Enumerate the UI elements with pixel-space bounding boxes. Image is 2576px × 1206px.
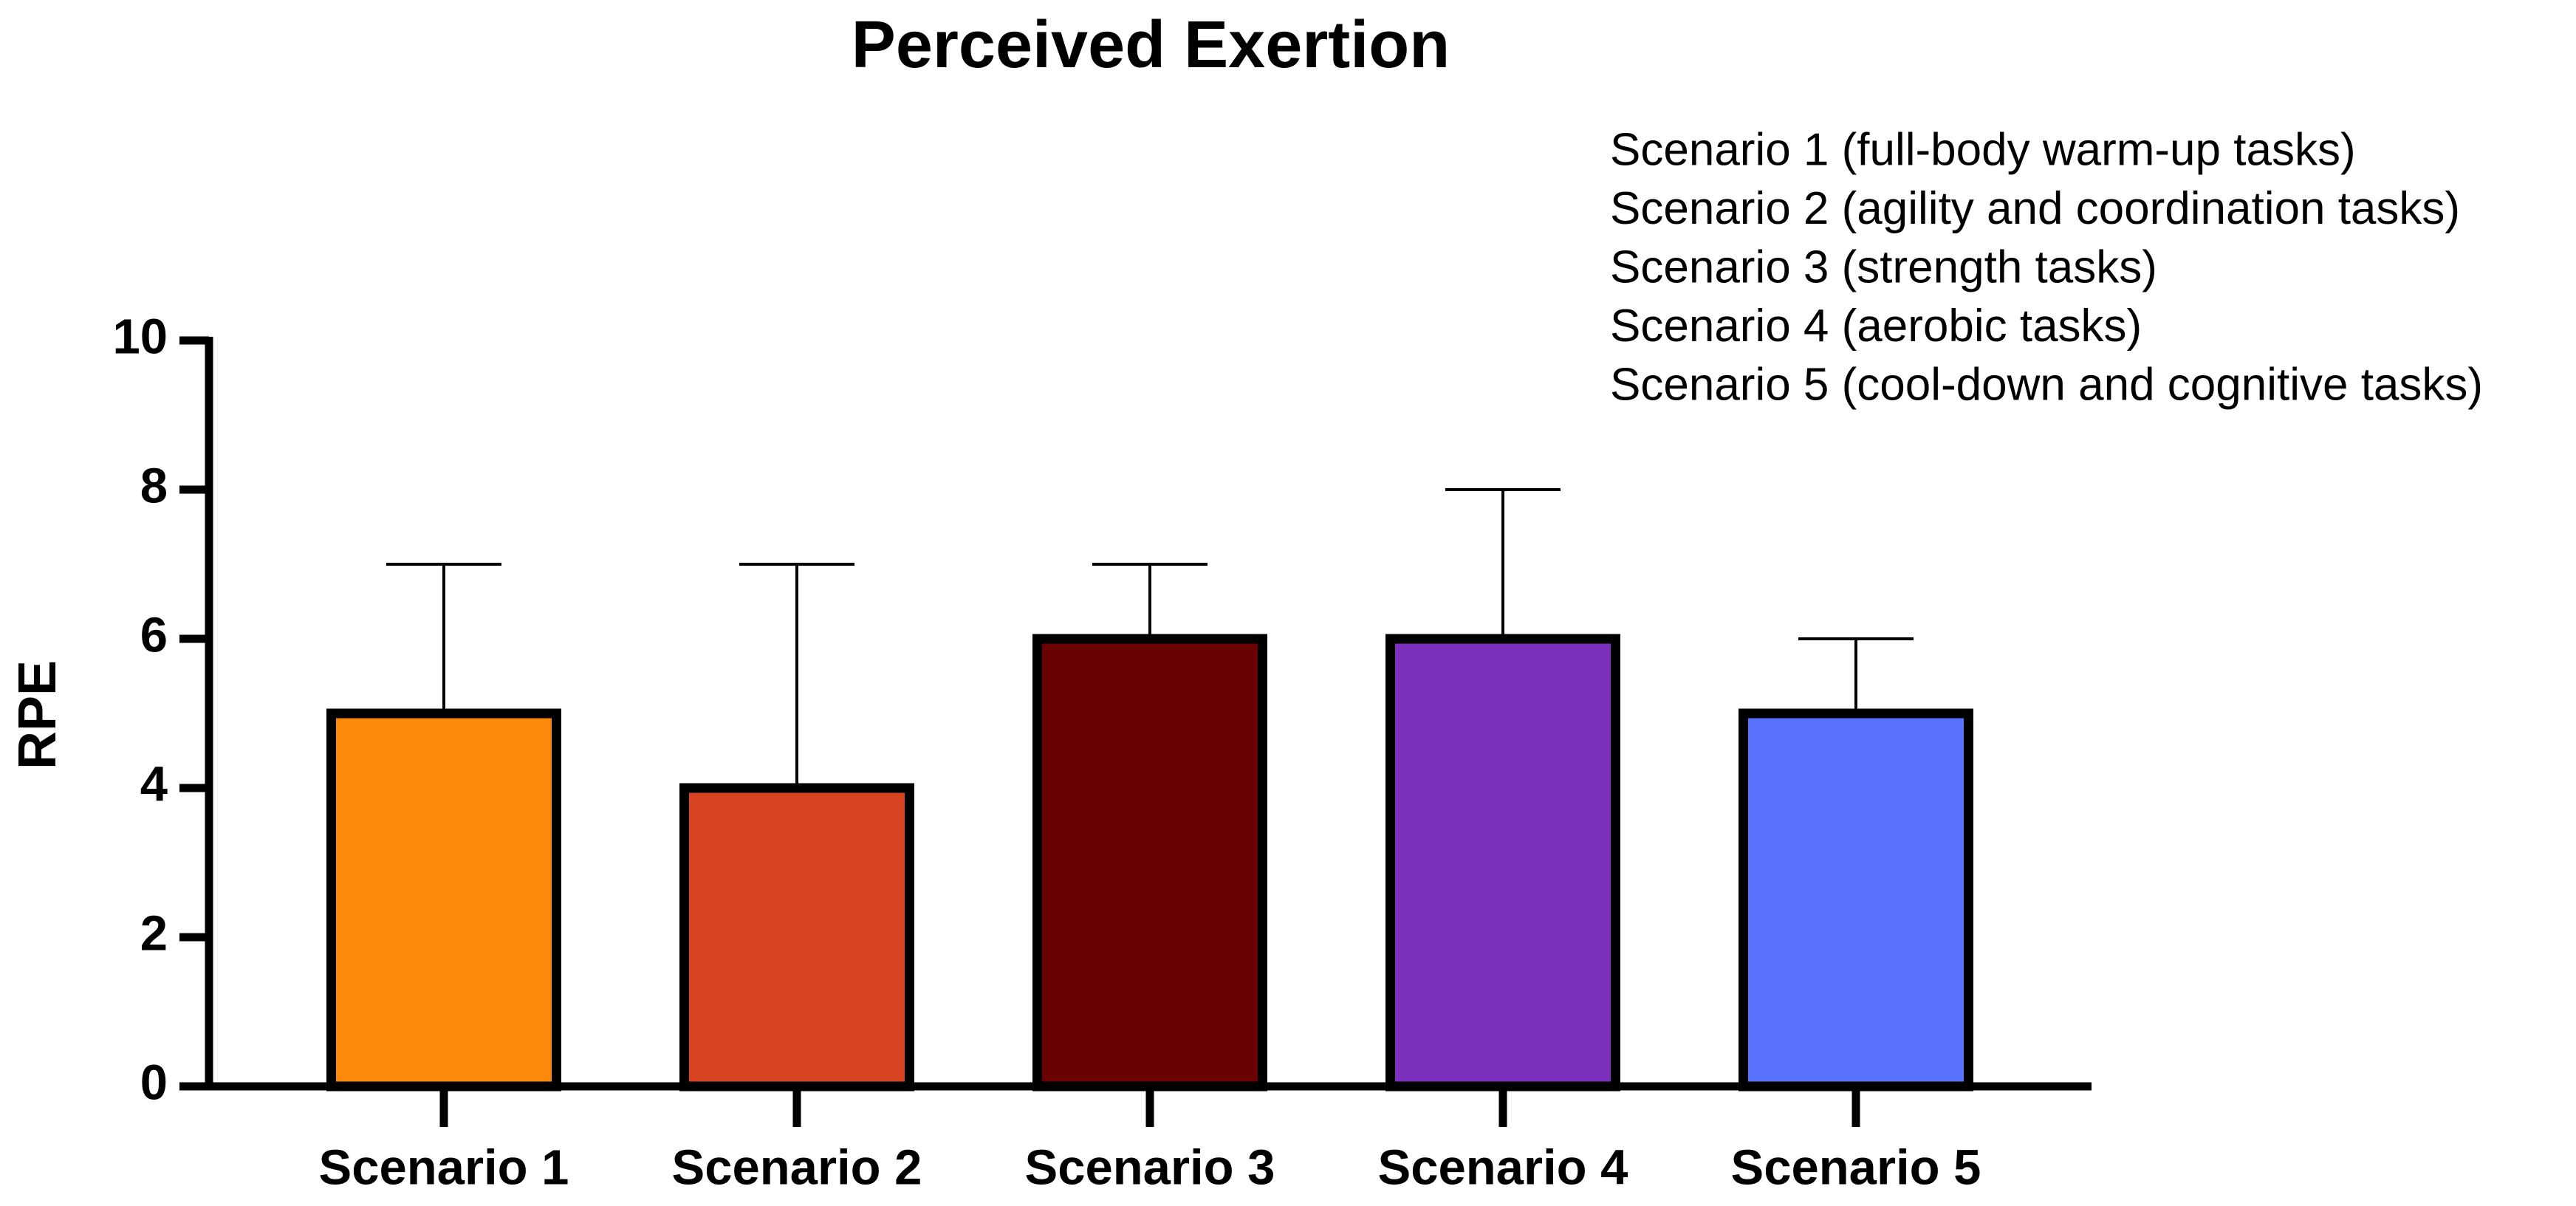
y-tick-label: 6: [140, 608, 168, 663]
chart-title: Perceived Exertion: [852, 8, 1450, 82]
annotation: Scenario 4 (aerobic tasks): [1610, 301, 2142, 352]
x-tick-label: Scenario 3: [1025, 1140, 1275, 1196]
bar: [1739, 708, 1973, 1092]
annotation: Scenario 3 (strength tasks): [1610, 241, 2157, 292]
y-tick-label: 2: [140, 906, 168, 962]
x-tick-label: Scenario 4: [1378, 1140, 1628, 1196]
y-tick-label: 4: [140, 757, 168, 812]
y-axis-label: RPE: [8, 660, 67, 770]
x-tick-label: Scenario 2: [672, 1140, 922, 1196]
annotation: Scenario 2 (agility and coordination tas…: [1610, 183, 2460, 234]
annotation: Scenario 5 (cool-down and cognitive task…: [1610, 359, 2483, 410]
bar: [326, 708, 561, 1092]
x-tick-label: Scenario 5: [1731, 1140, 1981, 1196]
y-tick-label: 8: [140, 459, 168, 514]
bar: [679, 783, 914, 1092]
bar: [1385, 634, 1620, 1092]
x-tick-label: Scenario 1: [319, 1140, 569, 1196]
bar: [1032, 634, 1267, 1092]
annotation: Scenario 1 (full-body warm-up tasks): [1610, 124, 2356, 175]
y-tick-label: 10: [112, 309, 168, 365]
y-tick-label: 0: [140, 1055, 168, 1111]
